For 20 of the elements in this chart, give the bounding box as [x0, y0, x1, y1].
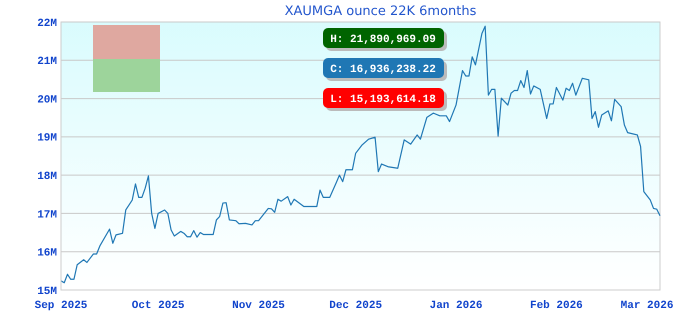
line-series [60, 26, 661, 284]
y-tick-label: 17M [37, 209, 58, 222]
chart-title: XAUMGA ounce 22K 6months [284, 4, 477, 19]
x-tick-label: Nov 2025 [232, 300, 286, 312]
y-tick-label: 22M [37, 18, 58, 30]
y-tick-label: 20M [37, 94, 58, 106]
y-tick-label: 16M [37, 248, 58, 260]
x-tick-label: Feb 2026 [530, 300, 583, 312]
y-tick-label: 19M [37, 132, 58, 145]
x-tick-label: Sep 2025 [34, 300, 88, 312]
x-tick-label: Oct 2025 [132, 300, 185, 312]
annotation: C: 16,936,238.22 [330, 64, 436, 76]
annotation: L: 15,193,614.18 [330, 94, 436, 106]
annotation: H: 21,890,969.09 [330, 34, 436, 46]
x-tick-label: Jan 2026 [430, 300, 482, 312]
x-tick-label: Dec 2025 [329, 300, 382, 312]
x-tick-label: Mar 2026 [620, 300, 674, 312]
y-tick-label: 15M [37, 286, 58, 298]
y-tick-label: 18M [37, 170, 58, 183]
y-tick-label: 21M [37, 56, 58, 68]
